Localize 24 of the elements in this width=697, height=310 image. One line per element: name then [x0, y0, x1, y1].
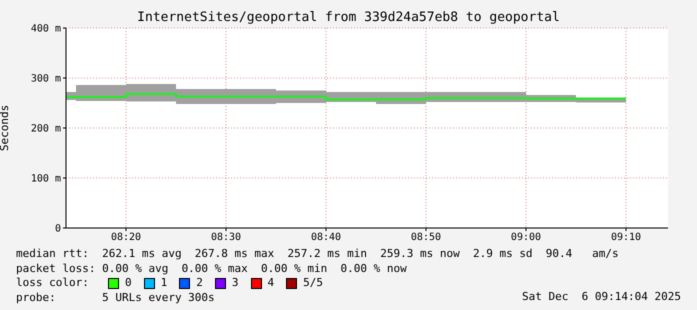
text: 4: [268, 276, 274, 290]
y-axis-title: Seconds: [0, 104, 11, 152]
text: 5/5: [303, 276, 323, 290]
text: 1: [160, 276, 168, 290]
text: packet loss: 0.00 % avg 0.00 % max 0.00 % min 0.00 % now: [16, 262, 408, 276]
x-tick-label: 08:20: [110, 232, 142, 244]
x-tick-label: 08:30: [210, 232, 242, 244]
y-tick-label: 400 m: [30, 24, 61, 35]
x-tick-label: 08:50: [410, 232, 442, 244]
x-tick-label: 09:10: [610, 232, 642, 244]
text: 3: [232, 276, 238, 290]
y-tick-label: 0: [54, 224, 61, 235]
text: probe: 5 URLs every 300s: [16, 290, 215, 304]
text: median rtt: 262.1 ms avg 267.8 ms max 257.2 ms min 259.3 ms now 2.9 ms sd 90.4 am/s: [16, 247, 619, 262]
x-tick-label: 09:00: [510, 232, 542, 244]
text: loss color:: [16, 276, 90, 290]
chart-title: InternetSites/geoportal from 339d24a57eb8 to geoportal: [136, 10, 561, 25]
y-tick-label: 200 m: [30, 124, 61, 135]
x-tick-label: 08:40: [310, 232, 342, 244]
y-tick-label: 100 m: [30, 174, 61, 185]
y-tick-label: 300 m: [30, 74, 61, 85]
text: 0: [125, 276, 132, 290]
text: 2: [196, 276, 203, 290]
text: Sat Dec 6 09:14:04 2025: [522, 290, 681, 303]
